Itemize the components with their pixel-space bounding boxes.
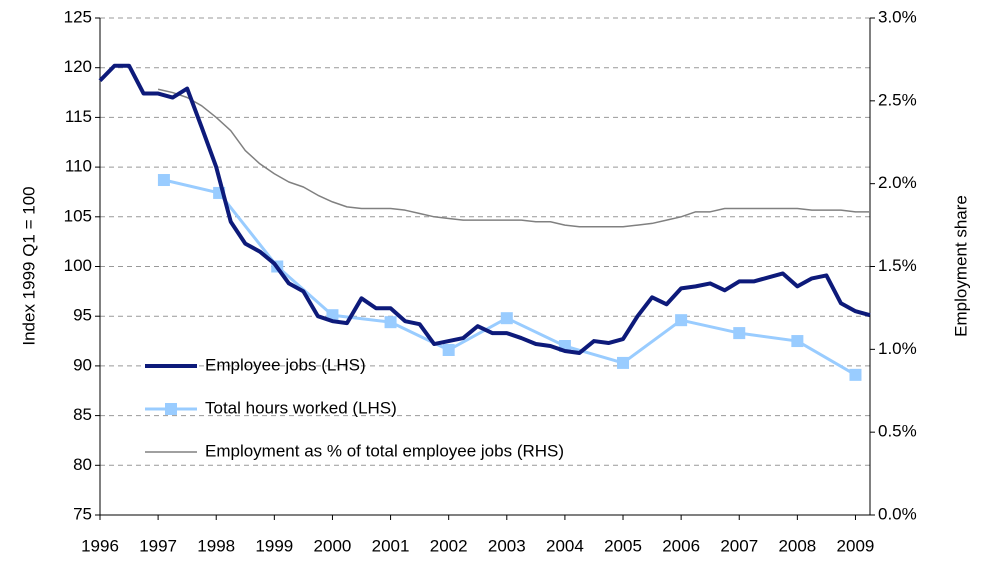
series-marker	[791, 335, 804, 348]
y-tick-label: 80	[73, 455, 92, 474]
series-marker	[675, 314, 688, 327]
legend-marker	[165, 403, 177, 415]
legend-label: Total hours worked (LHS)	[205, 398, 397, 417]
x-tick-label: 2004	[546, 536, 584, 555]
series-line	[98, 63, 871, 355]
y2-tick-label: 1.0%	[878, 339, 917, 358]
x-tick-label: 2006	[662, 536, 700, 555]
series-marker	[157, 174, 170, 187]
x-tick-label: 2002	[430, 536, 468, 555]
x-tick-label: 2007	[720, 536, 758, 555]
y2-tick-label: 0.0%	[878, 504, 917, 523]
y-tick-label: 115	[65, 107, 92, 126]
y-tick-label: 120	[64, 57, 92, 76]
x-tick-label: 2000	[314, 536, 352, 555]
y2-tick-label: 1.5%	[878, 256, 917, 275]
legend-label: Employment as % of total employee jobs (…	[205, 441, 564, 460]
y-tick-label: 90	[73, 355, 92, 374]
y-tick-label: 75	[73, 504, 92, 523]
x-tick-label: 1998	[197, 536, 235, 555]
series-marker	[849, 368, 862, 381]
y-tick-label: 85	[73, 405, 92, 424]
y2-tick-label: 3.0%	[878, 7, 917, 26]
x-tick-label: 2009	[837, 536, 875, 555]
legend-label: Employee jobs (LHS)	[205, 355, 366, 374]
series-line	[157, 88, 870, 228]
y2-tick-label: 2.5%	[878, 90, 917, 109]
y-tick-label: 125	[64, 7, 92, 26]
x-tick-label: 2003	[488, 536, 526, 555]
x-tick-label: 2008	[778, 536, 816, 555]
y-tick-label: 110	[65, 157, 92, 176]
y-tick-label: 95	[73, 306, 92, 325]
x-tick-label: 1996	[81, 536, 119, 555]
series-marker	[500, 312, 513, 325]
x-tick-label: 2005	[604, 536, 642, 555]
y-tick-label: 100	[64, 256, 92, 275]
y2-tick-label: 0.5%	[878, 422, 917, 441]
series-marker	[617, 356, 630, 369]
series-marker	[733, 327, 746, 340]
y2-tick-label: 2.0%	[878, 173, 917, 192]
series-marker	[384, 316, 397, 329]
x-tick-label: 2001	[372, 536, 410, 555]
x-tick-label: 1999	[255, 536, 293, 555]
x-tick-label: 1997	[139, 536, 177, 555]
y-tick-label: 105	[64, 206, 92, 225]
y-axis-title: Index 1999 Q1 = 100	[19, 186, 38, 345]
y2-axis-title: Employment share	[951, 195, 970, 337]
series-marker	[442, 343, 455, 356]
